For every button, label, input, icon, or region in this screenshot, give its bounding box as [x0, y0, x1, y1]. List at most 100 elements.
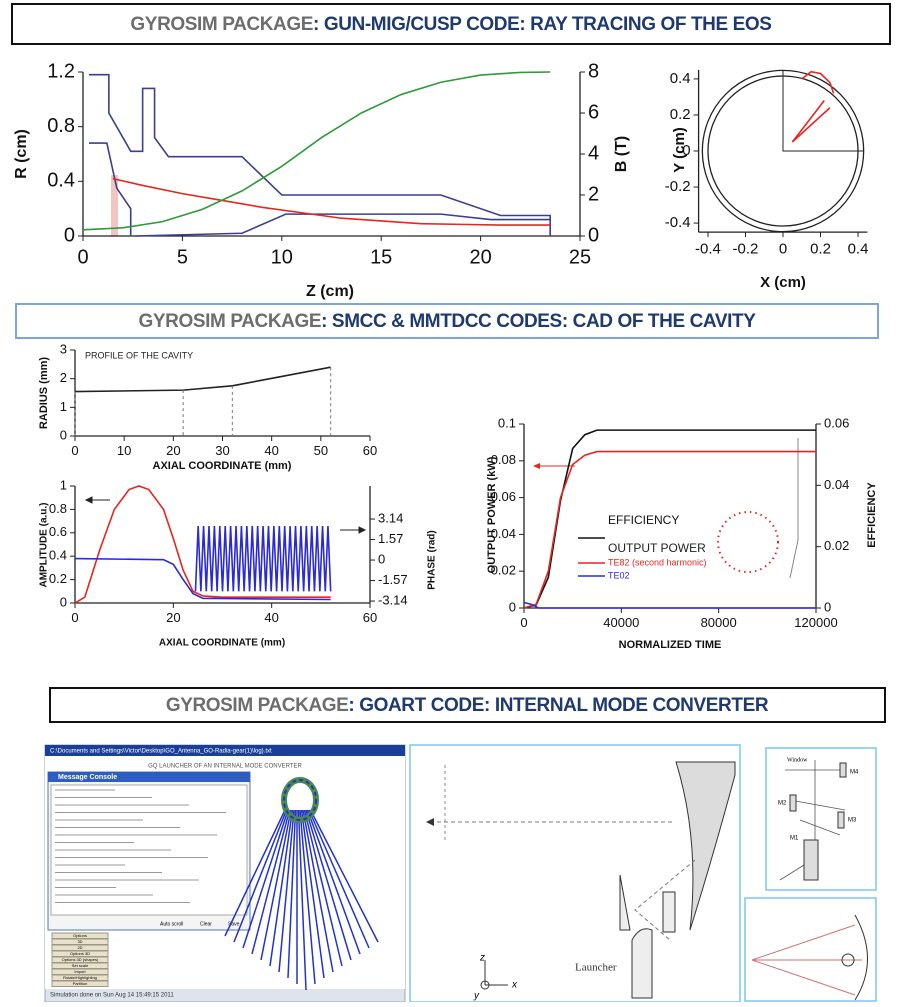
x-tick-label: 25: [569, 246, 591, 268]
pointer: [790, 438, 798, 578]
mirror-label: M3: [848, 818, 857, 824]
series-line: [89, 143, 131, 236]
y2-tick-label: -1.57: [378, 572, 408, 587]
y-tick-label: 0.4: [49, 548, 67, 563]
y-tick-label: 0.8: [47, 115, 75, 137]
y-tick-label: 0.8: [49, 501, 67, 516]
y-tick-label: 1.2: [47, 60, 75, 82]
panel: [766, 748, 876, 890]
banner-title: : GOART CODE: INTERNAL MODE CONVERTER: [348, 695, 768, 716]
x-tick-label: 120000: [794, 615, 837, 630]
y-tick-label: -0.2: [665, 178, 691, 195]
x-tick-label: 60: [363, 610, 377, 625]
legend-label: EFFICIENCY: [608, 513, 679, 527]
x-tick-label: 20: [166, 443, 180, 458]
x-axis-label: Z (cm): [306, 283, 354, 300]
x-tick-label: 30: [215, 443, 229, 458]
shading: [111, 175, 118, 236]
y2-axis-label: PHASE (rad): [427, 530, 438, 589]
button-label: Partition: [73, 981, 88, 986]
page: GYROSIM PACKAGE: GUN-MIG/CUSP CODE: RAY …: [0, 0, 905, 1007]
x-tick-label: 0: [71, 610, 78, 625]
y2-tick-label: 3.14: [378, 510, 403, 525]
inset-dots: [718, 512, 778, 572]
button-label: Import: [74, 969, 86, 974]
x-tick-label: 0: [77, 246, 88, 268]
x-tick-label: 10: [117, 443, 131, 458]
y2-tick-label: 8: [588, 60, 599, 82]
x-tick-label: 40: [264, 610, 278, 625]
series-line: [802, 72, 834, 94]
y2-tick-label: 4: [588, 142, 599, 164]
y-axis-label: R (cm): [13, 129, 30, 179]
x-tick-label: 15: [370, 246, 392, 268]
banner-prefix: GYROSIM PACKAGE: [130, 14, 313, 35]
x-tick-label: 10: [271, 246, 293, 268]
poster: GYROSIM PACKAGE: GUN-MIG/CUSP CODE: RAY …: [0, 0, 905, 1002]
x-axis-label: X (cm): [760, 274, 806, 291]
x-axis-label: AXIAL COORDINATE (mm): [159, 638, 285, 649]
y-tick-label: 0.4: [670, 70, 691, 87]
x-tick-label: 0: [71, 443, 78, 458]
banner-text: GYROSIM PACKAGE: GOART CODE: INTERNAL MO…: [166, 695, 769, 716]
x-tick-label: 20: [166, 610, 180, 625]
y-tick-label: 0: [509, 599, 516, 614]
y2-tick-label: 0: [824, 599, 831, 614]
y-tick-label: 0: [60, 427, 67, 442]
series-line: [89, 75, 550, 236]
y-tick-label: 0.6: [49, 524, 67, 539]
banner-text: GYROSIM PACKAGE: SMCC & MMTDCC CODES: CA…: [139, 311, 757, 332]
legend-label: TE82 (second harmonic): [608, 557, 707, 567]
x-tick-label: 0.4: [848, 241, 869, 258]
y-tick-label: 0: [60, 594, 67, 609]
y2-tick-label: 0.04: [824, 477, 849, 492]
y-tick-label: 0.2: [670, 106, 691, 123]
axis-label: y: [473, 991, 480, 1002]
launcher-label: Launcher: [575, 962, 617, 974]
x-tick-label: 5: [177, 246, 188, 268]
y-axis-label: Y (cm): [671, 127, 688, 173]
x-tick-label: 50: [314, 443, 328, 458]
y-tick-label: 1: [60, 399, 67, 414]
console-button: Auto scroll: [160, 921, 183, 927]
y2-tick-label: 1.57: [378, 531, 403, 546]
series-line: [113, 179, 550, 225]
button-label: Set scale: [72, 963, 89, 968]
x-tick-label: 20: [469, 246, 491, 268]
console-title: Message Console: [58, 774, 117, 781]
mirror-panels: Window M4 M3 M2 M1: [745, 748, 876, 1001]
mirror-label: M2: [778, 801, 787, 807]
mirror: [840, 763, 846, 777]
y-tick-label: 2: [60, 370, 67, 385]
series-line: [83, 72, 550, 230]
button-label: Rotate/Highlighting: [63, 975, 97, 980]
button-label: Options 3D: [70, 951, 90, 956]
banner-prefix: GYROSIM PACKAGE: [166, 695, 349, 716]
app-title: GQ LAUNCHER OF AN INTERNAL MODE CONVERTE…: [148, 764, 302, 770]
axis-label: x: [511, 980, 518, 991]
series-line: [75, 367, 331, 391]
mirror-label: M4: [850, 770, 859, 776]
x-axis-label: AXIAL COORDINATE (mm): [153, 460, 292, 472]
y2-tick-label: 0: [378, 551, 385, 566]
x-tick-label: 0.2: [810, 241, 831, 258]
arrow-head: [86, 497, 92, 503]
y2-tick-label: 0: [588, 224, 599, 246]
y2-tick-label: 0.06: [824, 415, 849, 430]
x-tick-label: -0.4: [695, 241, 721, 258]
x-tick-label: 40: [264, 443, 278, 458]
button-label: Options: [73, 933, 87, 938]
y-tick-label: 1: [60, 477, 67, 492]
series-line: [524, 452, 816, 608]
legend-label: TE02: [608, 570, 630, 580]
console-button: Clear: [200, 921, 212, 927]
x-tick-label: 80000: [701, 615, 737, 630]
x-axis-label: NORMALIZED TIME: [619, 639, 722, 651]
banner-prefix: GYROSIM PACKAGE: [139, 311, 322, 332]
button-label: 2D: [77, 945, 82, 950]
y-axis-label: RADIUS (mm): [38, 357, 50, 429]
mirror-label: M1: [790, 836, 799, 842]
x-tick-label: -0.2: [733, 241, 759, 258]
y-tick-label: -0.4: [665, 214, 691, 231]
